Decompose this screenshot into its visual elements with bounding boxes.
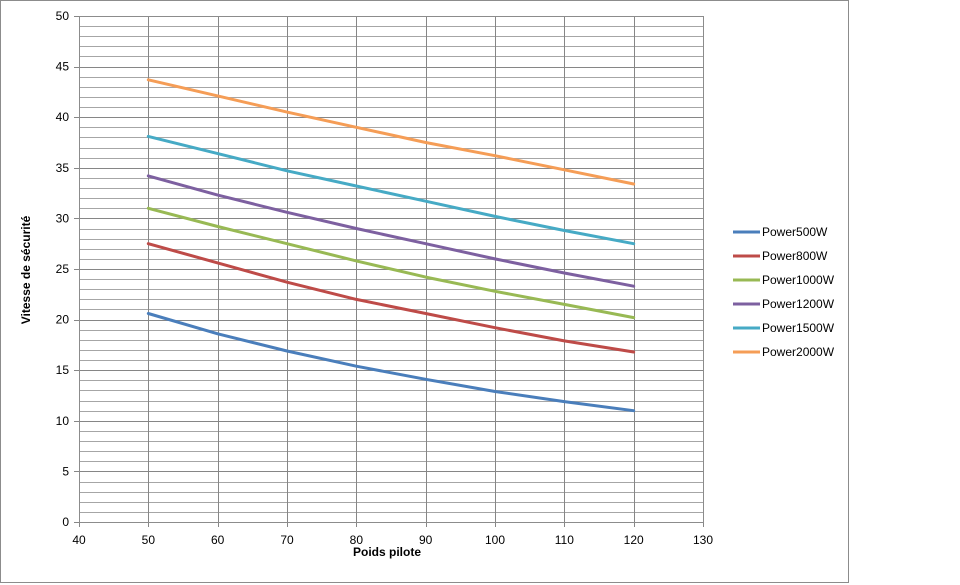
- chart-area: [0, 0, 849, 583]
- x-tick-label: 60: [211, 533, 225, 547]
- minor-gridlines: [79, 26, 703, 513]
- x-tick-label: 120: [624, 533, 644, 547]
- legend-label-power500w: Power500W: [762, 225, 828, 239]
- series-line-power800w: [146, 242, 636, 354]
- series-line-power2000w: [146, 78, 636, 186]
- legend-label-power1200w: Power1200W: [762, 297, 835, 311]
- y-tick-label: 5: [62, 464, 69, 478]
- plot-area-border: [79, 16, 704, 523]
- x-tick-label: 50: [142, 533, 156, 547]
- legend-item-power1000w: Power1000W: [733, 273, 835, 287]
- x-axis-title: Poids pilote: [353, 545, 421, 559]
- x-tick-label: 90: [419, 533, 433, 547]
- y-tick-label: 50: [56, 9, 70, 23]
- series-line-power1200w: [146, 174, 636, 288]
- y-tick-label: 10: [56, 414, 70, 428]
- legend-item-power1500w: Power1500W: [733, 321, 835, 335]
- y-tick-label: 35: [56, 161, 70, 175]
- series-lines: [146, 78, 636, 413]
- legend-item-power2000w: Power2000W: [733, 345, 835, 359]
- legend-label-power1500w: Power1500W: [762, 321, 835, 335]
- legend-label-power1000w: Power1000W: [762, 273, 835, 287]
- y-tick-label: 40: [56, 110, 70, 124]
- legend: Power500W Power800W Power1000W Power1200W Po…: [733, 225, 835, 359]
- y-axis-title: Vitesse de sécurité: [19, 215, 33, 324]
- y-tick-label: 25: [56, 262, 70, 276]
- y-tick-label: 0: [62, 515, 69, 529]
- y-tick-label: 15: [56, 363, 70, 377]
- x-tick-label: 130: [693, 533, 713, 547]
- y-tick-label: 45: [56, 60, 70, 74]
- x-tick-label: 110: [555, 533, 574, 547]
- x-tick-label: 40: [72, 533, 86, 547]
- x-tick-label: 100: [485, 533, 505, 547]
- x-tick-label: 80: [350, 533, 364, 547]
- x-tick-label: 70: [280, 533, 294, 547]
- legend-label-power2000w: Power2000W: [762, 345, 835, 359]
- legend-label-power800w: Power800W: [762, 249, 828, 263]
- series-line-power1000w: [146, 206, 636, 320]
- series-line-power1500w: [146, 134, 636, 246]
- y-tick-label: 20: [56, 313, 70, 327]
- legend-item-power500w: Power500W: [733, 225, 828, 239]
- legend-item-power800w: Power800W: [733, 249, 828, 263]
- major-gridlines: [74, 16, 704, 527]
- y-axis-tick-labels: 0 5 10 15 20 25 30 35 40 45 50: [56, 9, 70, 529]
- y-tick-label: 30: [56, 211, 70, 225]
- x-axis-tick-labels: 40 50 60 70 80 90 100 110 120 130: [72, 533, 713, 547]
- series-line-power500w: [146, 312, 636, 413]
- legend-item-power1200w: Power1200W: [733, 297, 835, 311]
